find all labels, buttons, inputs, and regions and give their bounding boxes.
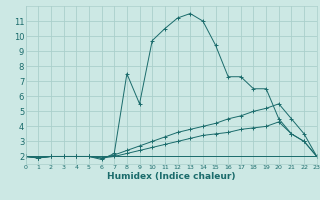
- X-axis label: Humidex (Indice chaleur): Humidex (Indice chaleur): [107, 172, 236, 181]
